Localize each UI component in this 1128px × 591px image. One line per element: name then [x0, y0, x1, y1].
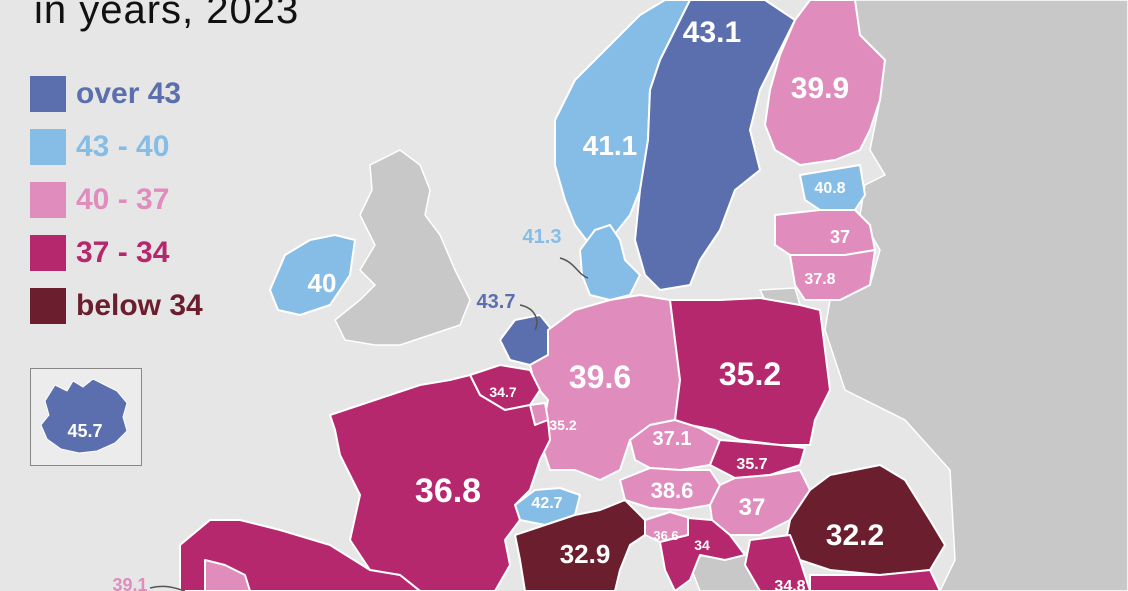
serbia-shape — [744, 534, 811, 591]
value-austria: 38.6 — [651, 478, 694, 503]
ireland-shape — [269, 234, 356, 316]
legend-label: 40 - 37 — [76, 183, 170, 216]
value-poland: 35.2 — [719, 356, 781, 392]
legend-label: 43 - 40 — [76, 130, 170, 163]
value-switzerland: 42.7 — [531, 495, 562, 512]
legend-item-43-40: 43 - 40 — [30, 129, 169, 165]
legend-label: below 34 — [76, 289, 203, 322]
value-serbia: 34.8 — [774, 578, 805, 591]
legend-item-over-43: over 43 — [30, 76, 181, 112]
finland-shape — [764, 0, 886, 166]
lithuania-shape — [789, 249, 876, 301]
legend-label: over 43 — [76, 77, 182, 110]
sweden-shape — [634, 0, 796, 291]
bulgaria-shape — [809, 569, 941, 591]
value-finland: 39.9 — [791, 72, 849, 105]
value-slovenia: 36.6 — [653, 528, 678, 543]
great-britain — [334, 149, 471, 346]
value-belgium: 34.7 — [489, 384, 516, 400]
value-estonia: 40.8 — [814, 180, 845, 197]
value-latvia: 37 — [830, 227, 850, 247]
legend-item-below-34: below 34 — [30, 288, 203, 324]
italy-shape — [514, 499, 646, 591]
value-ireland: 40 — [308, 268, 337, 298]
value-france: 36.8 — [415, 472, 481, 510]
legend-label: 37 - 34 — [76, 236, 170, 269]
value-andorra: 39.1 — [112, 575, 147, 591]
legend-swatch — [30, 288, 66, 324]
value-croatia: 34 — [694, 537, 710, 553]
value-sweden: 43.1 — [683, 16, 741, 49]
value-romania: 32.2 — [826, 519, 884, 552]
value-iceland: 45.7 — [67, 421, 102, 441]
latvia-shape — [774, 209, 876, 256]
poland-shape — [669, 297, 831, 446]
andorra-shape — [204, 559, 251, 591]
legend-swatch — [30, 129, 66, 165]
value-netherlands: 43.7 — [477, 291, 516, 313]
legend-item-40-37: 40 - 37 — [30, 182, 169, 218]
legend-item-37-34: 37 - 34 — [30, 235, 169, 271]
legend-swatch — [30, 235, 66, 271]
map-title: in years, 2023 — [34, 0, 300, 32]
value-slovakia: 35.7 — [736, 456, 767, 473]
france-shape — [329, 374, 551, 591]
croatia-shape — [659, 517, 746, 591]
value-germany: 39.6 — [569, 359, 631, 395]
callout-lines — [149, 257, 589, 591]
non-eu-land — [334, 0, 1128, 591]
value-denmark: 41.3 — [523, 226, 562, 248]
value-lithuania: 37.8 — [804, 271, 835, 288]
value-italy: 32.9 — [560, 539, 611, 569]
iceland-inset: 45.7 — [30, 368, 142, 466]
switzerland-shape — [514, 487, 581, 526]
value-norway: 41.1 — [583, 130, 638, 161]
value-czechia: 37.1 — [653, 428, 692, 450]
iceland-shape — [40, 378, 128, 454]
value-hungary: 37 — [739, 494, 766, 521]
iceland-map: 45.7 — [40, 378, 128, 454]
denmark-shape — [579, 224, 641, 301]
value-luxembourg: 35.2 — [549, 417, 576, 433]
legend-swatch — [30, 182, 66, 218]
legend-swatch — [30, 76, 66, 112]
